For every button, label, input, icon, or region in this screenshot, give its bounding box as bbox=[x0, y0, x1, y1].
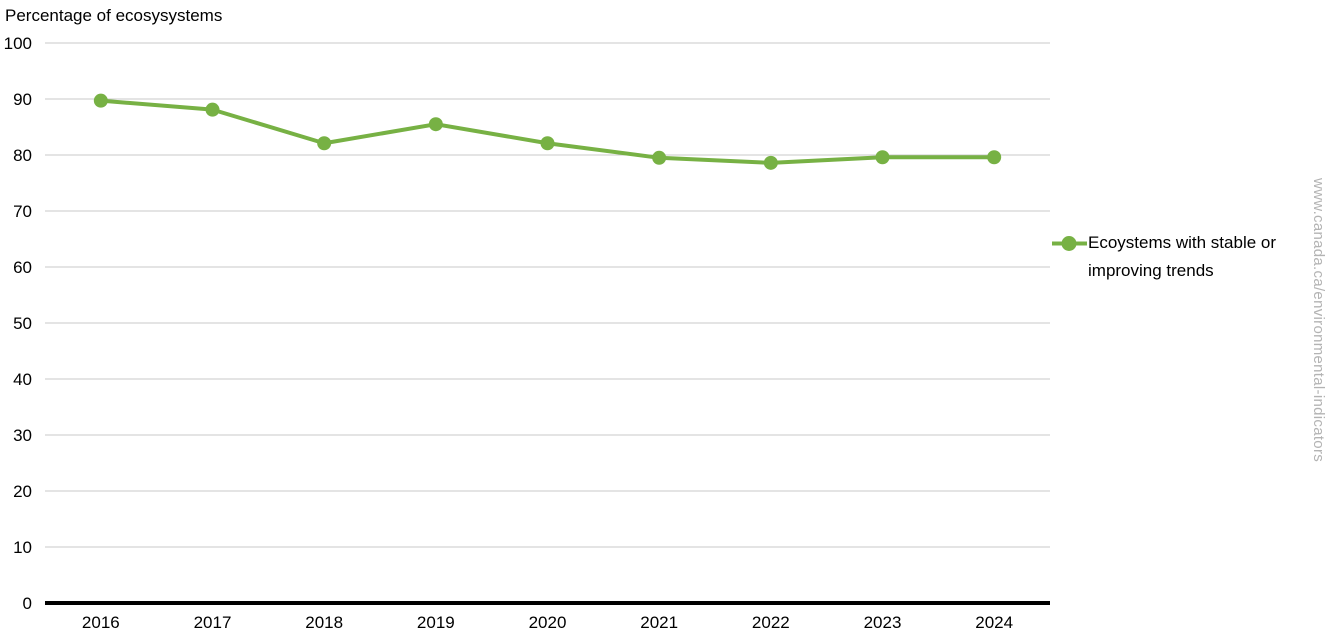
legend-label: Ecoystems with stable or improving trend… bbox=[1088, 229, 1276, 285]
data-point bbox=[987, 150, 1002, 165]
y-axis-tick-label: 70 bbox=[13, 202, 32, 221]
legend-label-line2: improving trends bbox=[1088, 261, 1214, 280]
data-point bbox=[540, 136, 555, 151]
trend-line bbox=[98, 98, 997, 165]
x-axis-tick-label: 2018 bbox=[305, 613, 343, 632]
x-axis-tick-label: 2020 bbox=[529, 613, 567, 632]
y-axis-tick-label: 0 bbox=[23, 594, 32, 613]
legend-label-line1: Ecoystems with stable or bbox=[1088, 233, 1277, 252]
x-axis-tick-label: 2022 bbox=[752, 613, 790, 632]
y-axis-tick-label: 90 bbox=[13, 90, 32, 109]
x-axis-tick-label: 2021 bbox=[640, 613, 678, 632]
x-axis-line bbox=[45, 601, 1050, 605]
y-axis-tick-label: 30 bbox=[13, 426, 32, 445]
legend: Ecoystems with stable or improving trend… bbox=[1052, 229, 1276, 285]
chart-title: Percentage of ecosysystems bbox=[5, 6, 223, 25]
data-point bbox=[205, 102, 220, 117]
y-axis-tick-label: 20 bbox=[13, 482, 32, 501]
watermark-url: www.canada.ca/environmental-indicators bbox=[1310, 178, 1327, 463]
y-axis-tick-label: 60 bbox=[13, 258, 32, 277]
y-axis-tick-label: 40 bbox=[13, 370, 32, 389]
x-axis-tick-label: 2023 bbox=[864, 613, 902, 632]
x-axis-tick-label: 2024 bbox=[975, 613, 1013, 632]
data-point bbox=[428, 117, 443, 132]
legend-series-marker-icon bbox=[1052, 235, 1087, 251]
data-point bbox=[652, 150, 667, 165]
data-point bbox=[763, 155, 778, 170]
x-axis-tick-label: 2019 bbox=[417, 613, 455, 632]
y-axis-tick-label: 100 bbox=[4, 34, 32, 53]
x-axis-tick-label: 2016 bbox=[82, 613, 120, 632]
data-point bbox=[93, 93, 108, 108]
line-chart-plot-area: 0 10 20 30 40 50 60 70 80 90 100 2016 2017 2018 2019 20… bbox=[4, 34, 1050, 632]
y-axis-tick-label: 50 bbox=[13, 314, 32, 333]
x-axis-tick-label: 2017 bbox=[194, 613, 232, 632]
data-point bbox=[875, 150, 890, 165]
y-axis-tick-label: 10 bbox=[13, 538, 32, 557]
y-axis-tick-label: 80 bbox=[13, 146, 32, 165]
data-point bbox=[317, 136, 332, 151]
